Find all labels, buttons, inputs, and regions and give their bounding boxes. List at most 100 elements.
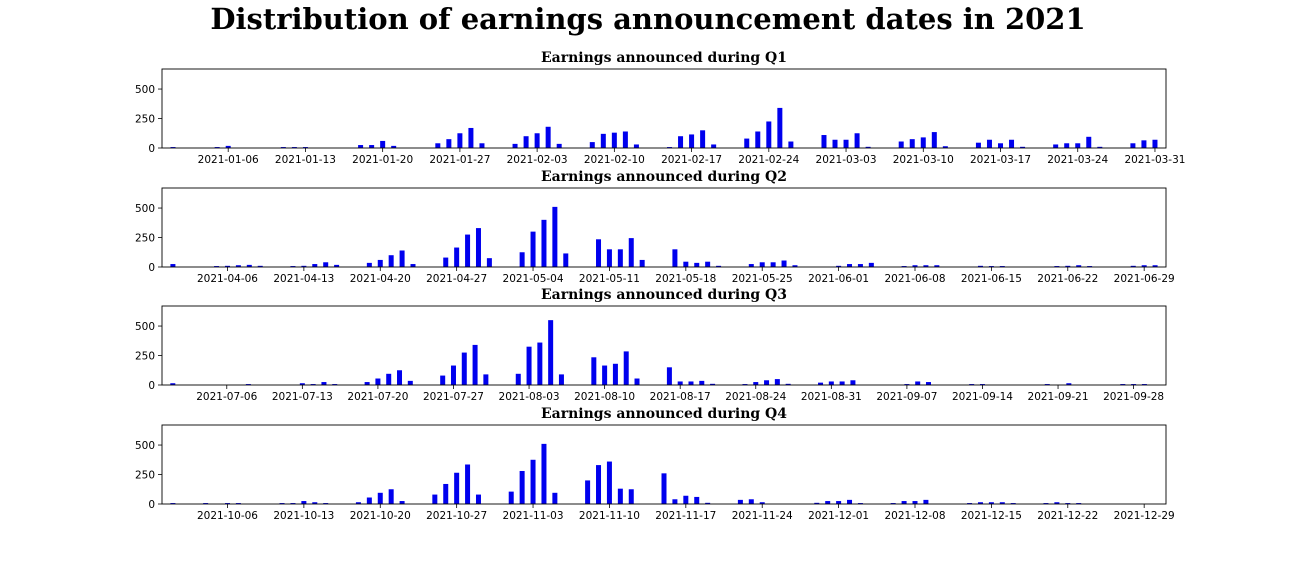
- bar: [483, 374, 489, 385]
- bar: [623, 351, 629, 385]
- bar: [1152, 265, 1158, 267]
- x-tick-label: 2021-09-07: [876, 391, 937, 403]
- x-tick-label: 2021-06-01: [808, 273, 869, 285]
- bar: [828, 381, 834, 385]
- bar: [847, 499, 853, 504]
- bar: [1020, 146, 1026, 148]
- x-tick-label: 2021-06-29: [1114, 273, 1175, 285]
- bar: [563, 253, 569, 267]
- bar: [901, 501, 907, 504]
- bar: [1075, 143, 1081, 148]
- bar: [541, 219, 547, 267]
- bar: [1065, 265, 1071, 267]
- axes-frame: [161, 68, 1167, 149]
- bar: [235, 503, 241, 504]
- bar: [214, 147, 220, 148]
- bar: [969, 384, 975, 385]
- x-tick-label: 2021-05-04: [503, 273, 564, 285]
- bar: [468, 127, 474, 148]
- x-tick-label: 2021-04-20: [350, 273, 411, 285]
- bar: [170, 147, 176, 148]
- x-tick-label: 2021-10-27: [426, 510, 487, 522]
- bar: [323, 503, 329, 504]
- bar: [1097, 146, 1103, 148]
- bar: [519, 252, 525, 267]
- x-tick-label: 2021-03-17: [970, 154, 1031, 166]
- bar: [310, 384, 316, 385]
- bar: [1009, 139, 1015, 148]
- x-tick-label: 2021-04-13: [273, 273, 334, 285]
- bar: [764, 380, 770, 385]
- bar: [407, 380, 413, 385]
- bar: [1064, 143, 1070, 148]
- bar: [912, 501, 918, 504]
- bar: [661, 473, 667, 504]
- bar: [465, 234, 471, 267]
- bar: [865, 146, 871, 148]
- subplot-title: Earnings announced during Q3: [541, 287, 787, 303]
- bar: [440, 375, 446, 385]
- bar: [847, 264, 853, 267]
- bar: [432, 494, 438, 504]
- x-tick-label: 2021-08-10: [574, 391, 635, 403]
- bar: [766, 121, 772, 148]
- x-tick-label: 2021-05-11: [579, 273, 640, 285]
- bar: [836, 265, 842, 267]
- bar: [716, 265, 722, 267]
- y-tick-label: 0: [148, 499, 155, 511]
- bar: [1010, 503, 1016, 504]
- bar: [821, 135, 827, 148]
- bar: [290, 503, 296, 504]
- bar: [666, 367, 672, 385]
- x-tick-label: 2021-10-13: [273, 510, 334, 522]
- bar: [446, 139, 452, 148]
- subplot-q2: Earnings announced during Q2 0 250 500 2021-…: [135, 169, 1175, 285]
- x-tick-label: 2021-09-28: [1103, 391, 1164, 403]
- bar: [279, 503, 285, 504]
- figure-title: Distribution of earnings announcement da…: [210, 2, 1086, 36]
- bar: [785, 383, 791, 385]
- bar: [814, 502, 820, 504]
- bar: [904, 384, 910, 385]
- bar: [818, 382, 824, 385]
- bar: [323, 262, 329, 267]
- x-tick-label: 2021-02-24: [738, 154, 799, 166]
- bar: [694, 262, 700, 267]
- y-tick-label: 0: [148, 143, 155, 155]
- bar: [558, 374, 564, 385]
- bar: [377, 259, 383, 267]
- bar: [612, 363, 618, 385]
- bar: [931, 132, 937, 148]
- x-tick-label: 2021-12-08: [884, 510, 945, 522]
- axes-frame: [161, 187, 1167, 268]
- bar: [622, 131, 628, 148]
- bar: [710, 383, 716, 385]
- bar: [508, 491, 514, 504]
- bar: [942, 146, 948, 148]
- bar: [245, 384, 251, 385]
- bar: [617, 488, 623, 504]
- bar: [203, 503, 209, 504]
- bar: [628, 489, 634, 504]
- bar: [689, 134, 695, 148]
- bar: [792, 265, 798, 267]
- bar: [375, 378, 381, 385]
- bar: [986, 139, 992, 148]
- bar: [705, 502, 711, 504]
- x-tick-label: 2021-01-06: [198, 154, 259, 166]
- bar: [388, 489, 394, 504]
- bar: [999, 266, 1005, 267]
- bar: [915, 381, 921, 385]
- bar: [280, 147, 286, 148]
- bar: [677, 381, 683, 385]
- bar: [443, 483, 449, 504]
- bar: [1152, 139, 1158, 148]
- bar: [454, 472, 460, 504]
- bar: [606, 461, 612, 504]
- bar: [777, 107, 783, 148]
- bar: [377, 492, 383, 504]
- bar: [552, 206, 558, 267]
- bar: [634, 378, 640, 385]
- bar: [435, 143, 441, 148]
